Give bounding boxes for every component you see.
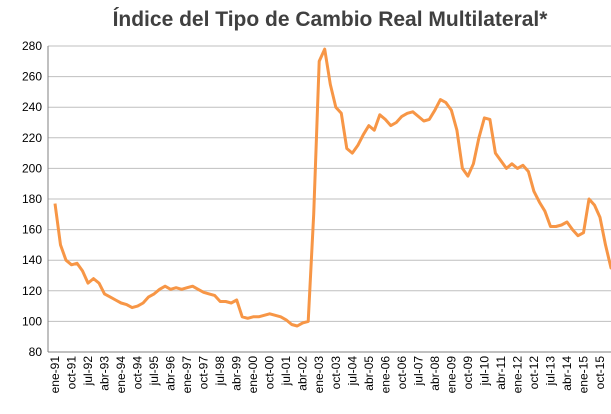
x-tick-label: ene-09 [444,356,458,394]
x-tick-label: oct-91 [65,356,79,390]
x-tick-label: abr-99 [230,356,244,391]
x-tick-label: jul-04 [345,356,359,387]
x-tick-label: oct-97 [197,356,211,390]
y-tick-label: 220 [22,131,42,145]
y-tick-label: 140 [22,253,42,267]
x-tick-label: oct-06 [395,356,409,390]
y-tick-label: 180 [22,192,42,206]
y-tick-label: 260 [22,70,42,84]
x-tick-label: ene-15 [576,356,590,394]
x-tick-label: ene-97 [180,356,194,394]
y-tick-label: 160 [22,223,42,237]
x-tick-label: jul-10 [477,356,491,387]
x-tick-label: ene-06 [378,356,392,394]
x-tick-label: ene-12 [510,356,524,394]
x-tick-label: ene-91 [48,356,62,394]
y-tick-label: 80 [29,345,43,359]
x-tick-label: abr-96 [164,356,178,391]
y-tick-label: 280 [22,39,42,53]
x-tick-label: oct-12 [527,356,541,390]
x-tick-label: abr-02 [296,356,310,391]
x-tick-label: abr-08 [428,356,442,391]
y-tick-label: 100 [22,314,42,328]
x-tick-label: ene-00 [246,356,260,394]
x-tick-label: jul-01 [279,356,293,387]
x-tick-label: abr-93 [98,356,112,391]
data-line [53,47,611,328]
chart-title: Índice del Tipo de Cambio Real Multilate… [113,8,549,31]
x-tick-label: jul-95 [147,356,161,387]
x-tick-label: jul-07 [411,356,425,387]
x-tick-label: oct-00 [263,356,277,390]
x-tick-label: abr-11 [494,356,508,390]
x-tick-label: oct-15 [593,356,607,390]
y-tick-label: 200 [22,161,42,175]
x-tick-label: oct-03 [329,356,343,390]
x-tick-label: oct-09 [461,356,475,390]
x-tick-label: abr-14 [560,356,574,391]
x-tick-label: oct-94 [131,356,145,390]
x-tick-label: ene-03 [312,356,326,394]
y-tick-label: 120 [22,284,42,298]
x-tick-label: jul-92 [81,356,95,387]
x-tick-label: jul-13 [543,356,557,387]
x-tick-label: jul-98 [213,356,227,387]
y-tick-label: 240 [22,100,42,114]
x-tick-label: ene-94 [114,356,128,394]
x-tick-label: abr-05 [362,356,376,391]
